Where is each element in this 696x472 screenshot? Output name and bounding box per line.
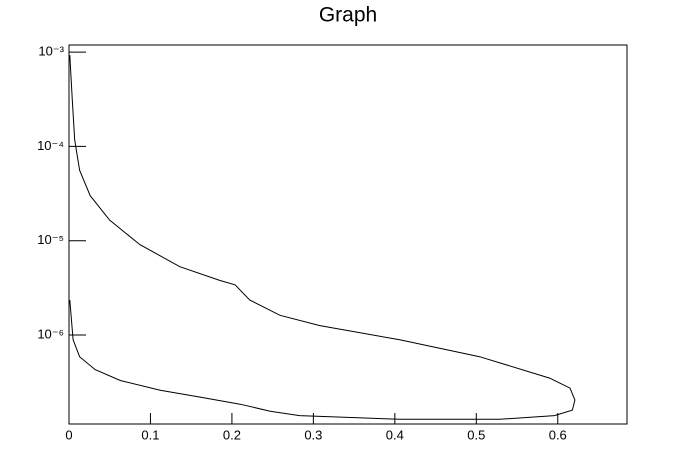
x-tick-label: 0.4: [386, 427, 404, 442]
x-tick-label: 0: [65, 427, 72, 442]
x-tick-label: 0.6: [549, 427, 567, 442]
x-tick-label: 0.3: [304, 427, 322, 442]
y-tick-label: 10⁻⁴: [37, 138, 64, 153]
x-tick-label: 0.2: [223, 427, 241, 442]
y-tick-label: 10⁻³: [38, 44, 64, 59]
frame: [68, 44, 628, 425]
y-tick-label: 10⁻⁶: [37, 326, 64, 341]
x-tick-label: 0.5: [467, 427, 485, 442]
curve: [69, 55, 576, 420]
x-tick-label: 0.1: [141, 427, 159, 442]
chart-title: Graph: [319, 4, 377, 27]
y-tick-label: 10⁻⁵: [37, 232, 64, 247]
